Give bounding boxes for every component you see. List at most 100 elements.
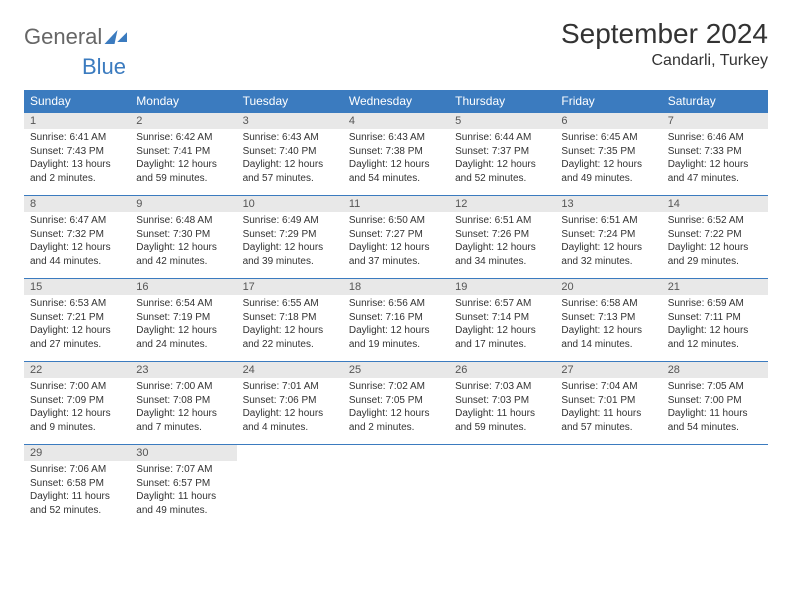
day-cell: Sunrise: 6:44 AMSunset: 7:37 PMDaylight:… [449, 129, 555, 196]
day-cell: Sunrise: 6:51 AMSunset: 7:24 PMDaylight:… [555, 212, 661, 279]
day-number: 28 [662, 362, 768, 379]
day-number: 18 [343, 279, 449, 296]
day-cell [662, 461, 768, 527]
day-sunset: Sunset: 7:11 PM [668, 311, 762, 325]
day-number: 16 [130, 279, 236, 296]
day-sunrise: Sunrise: 6:48 AM [136, 214, 230, 228]
day-day1: Daylight: 11 hours [136, 490, 230, 504]
day-day1: Daylight: 12 hours [455, 158, 549, 172]
day-sunset: Sunset: 7:19 PM [136, 311, 230, 325]
day-sunset: Sunset: 7:24 PM [561, 228, 655, 242]
day-cell: Sunrise: 6:43 AMSunset: 7:38 PMDaylight:… [343, 129, 449, 196]
day-sunset: Sunset: 7:35 PM [561, 145, 655, 159]
day-day2: and 24 minutes. [136, 338, 230, 352]
day-cell: Sunrise: 6:48 AMSunset: 7:30 PMDaylight:… [130, 212, 236, 279]
dow-monday: Monday [130, 90, 236, 113]
day-cell: Sunrise: 6:50 AMSunset: 7:27 PMDaylight:… [343, 212, 449, 279]
day-day2: and 59 minutes. [455, 421, 549, 435]
day-sunrise: Sunrise: 7:02 AM [349, 380, 443, 394]
day-day1: Daylight: 11 hours [561, 407, 655, 421]
day-number: 11 [343, 196, 449, 213]
day-sunrise: Sunrise: 6:55 AM [243, 297, 337, 311]
day-cell: Sunrise: 6:45 AMSunset: 7:35 PMDaylight:… [555, 129, 661, 196]
logo-triangle-icon [105, 30, 118, 44]
day-sunset: Sunset: 7:05 PM [349, 394, 443, 408]
day-sunset: Sunset: 7:22 PM [668, 228, 762, 242]
day-sunrise: Sunrise: 7:01 AM [243, 380, 337, 394]
day-day1: Daylight: 12 hours [561, 324, 655, 338]
day-day2: and 27 minutes. [30, 338, 124, 352]
logo: General [24, 24, 127, 50]
day-number [343, 445, 449, 462]
day-sunrise: Sunrise: 7:06 AM [30, 463, 124, 477]
day-day1: Daylight: 13 hours [30, 158, 124, 172]
day-sunrise: Sunrise: 6:51 AM [561, 214, 655, 228]
day-day1: Daylight: 12 hours [136, 158, 230, 172]
logo-text-general: General [24, 24, 102, 50]
day-content-row: Sunrise: 6:47 AMSunset: 7:32 PMDaylight:… [24, 212, 768, 279]
day-sunrise: Sunrise: 6:46 AM [668, 131, 762, 145]
day-day1: Daylight: 12 hours [349, 407, 443, 421]
day-day2: and 9 minutes. [30, 421, 124, 435]
day-day2: and 22 minutes. [243, 338, 337, 352]
day-day1: Daylight: 12 hours [243, 241, 337, 255]
day-sunset: Sunset: 7:27 PM [349, 228, 443, 242]
day-sunset: Sunset: 7:41 PM [136, 145, 230, 159]
day-sunset: Sunset: 7:01 PM [561, 394, 655, 408]
dow-sunday: Sunday [24, 90, 130, 113]
day-sunrise: Sunrise: 6:57 AM [455, 297, 549, 311]
day-sunrise: Sunrise: 7:05 AM [668, 380, 762, 394]
daynum-row: 15161718192021 [24, 279, 768, 296]
day-day2: and 49 minutes. [561, 172, 655, 186]
day-cell [449, 461, 555, 527]
day-number: 20 [555, 279, 661, 296]
day-day2: and 29 minutes. [668, 255, 762, 269]
day-day1: Daylight: 11 hours [30, 490, 124, 504]
day-day2: and 14 minutes. [561, 338, 655, 352]
day-number: 1 [24, 113, 130, 130]
day-cell [343, 461, 449, 527]
day-sunrise: Sunrise: 7:03 AM [455, 380, 549, 394]
day-number: 10 [237, 196, 343, 213]
day-sunrise: Sunrise: 7:00 AM [30, 380, 124, 394]
dow-friday: Friday [555, 90, 661, 113]
day-day1: Daylight: 12 hours [136, 241, 230, 255]
day-number: 17 [237, 279, 343, 296]
day-day1: Daylight: 12 hours [349, 158, 443, 172]
day-day1: Daylight: 12 hours [349, 324, 443, 338]
day-sunrise: Sunrise: 6:56 AM [349, 297, 443, 311]
day-number: 19 [449, 279, 555, 296]
day-number: 22 [24, 362, 130, 379]
day-day2: and 44 minutes. [30, 255, 124, 269]
day-cell [555, 461, 661, 527]
day-day1: Daylight: 12 hours [349, 241, 443, 255]
day-sunset: Sunset: 6:57 PM [136, 477, 230, 491]
day-cell: Sunrise: 7:05 AMSunset: 7:00 PMDaylight:… [662, 378, 768, 445]
day-sunset: Sunset: 7:26 PM [455, 228, 549, 242]
day-day2: and 37 minutes. [349, 255, 443, 269]
day-sunset: Sunset: 7:33 PM [668, 145, 762, 159]
day-content-row: Sunrise: 6:41 AMSunset: 7:43 PMDaylight:… [24, 129, 768, 196]
day-sunrise: Sunrise: 6:43 AM [243, 131, 337, 145]
day-number: 24 [237, 362, 343, 379]
day-sunset: Sunset: 7:09 PM [30, 394, 124, 408]
day-number: 6 [555, 113, 661, 130]
day-day1: Daylight: 12 hours [668, 324, 762, 338]
day-day2: and 49 minutes. [136, 504, 230, 518]
day-cell: Sunrise: 7:00 AMSunset: 7:09 PMDaylight:… [24, 378, 130, 445]
day-day2: and 2 minutes. [30, 172, 124, 186]
day-day1: Daylight: 12 hours [668, 158, 762, 172]
day-cell: Sunrise: 6:59 AMSunset: 7:11 PMDaylight:… [662, 295, 768, 362]
day-day2: and 39 minutes. [243, 255, 337, 269]
day-sunset: Sunset: 7:00 PM [668, 394, 762, 408]
day-number: 25 [343, 362, 449, 379]
day-sunset: Sunset: 6:58 PM [30, 477, 124, 491]
daynum-row: 2930 [24, 445, 768, 462]
day-day2: and 17 minutes. [455, 338, 549, 352]
day-sunset: Sunset: 7:30 PM [136, 228, 230, 242]
day-day2: and 7 minutes. [136, 421, 230, 435]
day-cell: Sunrise: 6:58 AMSunset: 7:13 PMDaylight:… [555, 295, 661, 362]
day-sunset: Sunset: 7:37 PM [455, 145, 549, 159]
daynum-row: 22232425262728 [24, 362, 768, 379]
day-day2: and 2 minutes. [349, 421, 443, 435]
